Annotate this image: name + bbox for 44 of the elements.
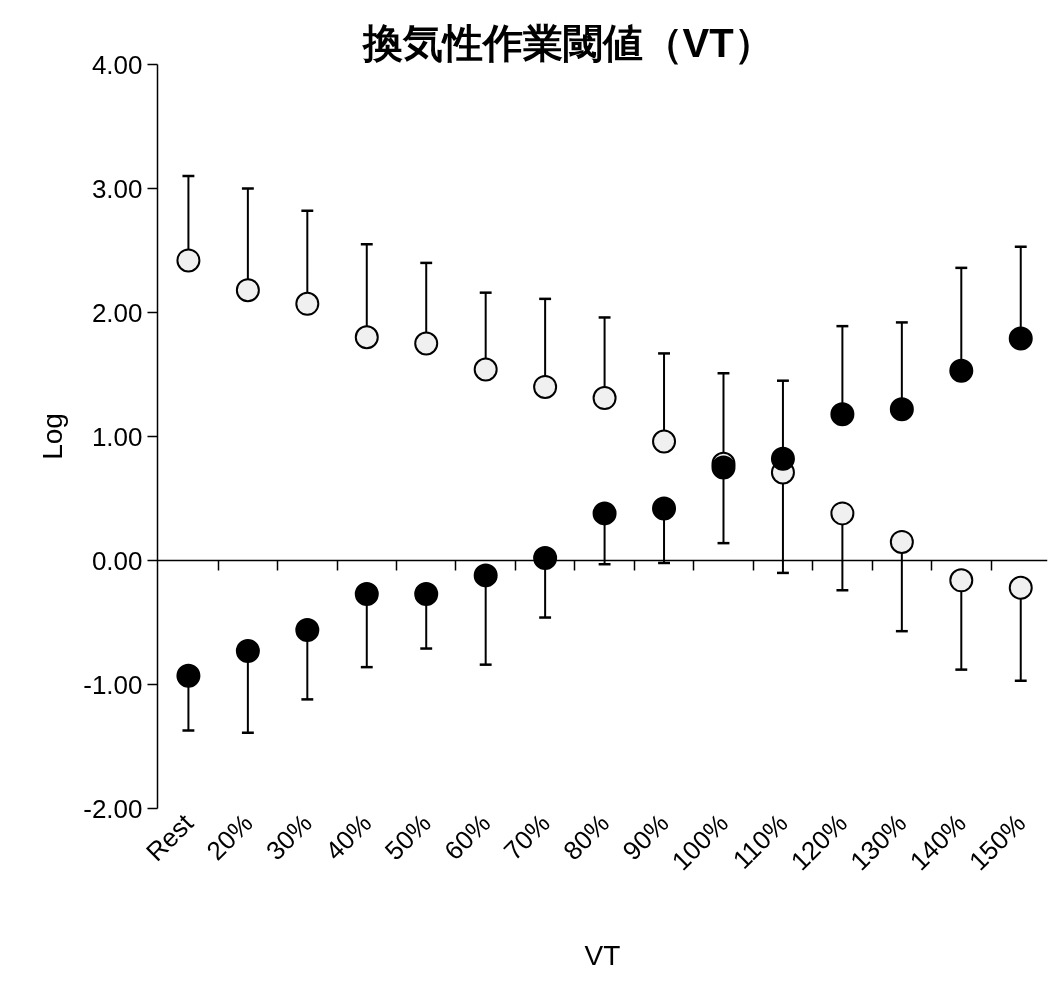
point (652, 429, 677, 454)
x-tick-label: 70% (497, 807, 556, 866)
y-tick-label: 1.00 (91, 421, 143, 452)
point (533, 546, 558, 570)
x-tick-label: 80% (557, 807, 616, 866)
x-tick-label: 60% (438, 807, 497, 866)
point (533, 374, 558, 399)
point (889, 529, 914, 554)
point (176, 663, 201, 688)
x-tick-label: 30% (259, 807, 318, 866)
y-tick-label: 3.00 (91, 173, 143, 204)
point (1008, 326, 1033, 351)
point (295, 617, 320, 642)
point (473, 563, 498, 588)
chart-title: 換気性作業閾値（VT） (361, 20, 774, 65)
point (1008, 575, 1033, 600)
point (354, 325, 379, 350)
point (592, 386, 617, 411)
point (889, 397, 914, 422)
point (592, 501, 617, 526)
y-tick-label: 2.00 (91, 297, 143, 328)
point (414, 582, 439, 606)
point (949, 568, 974, 593)
x-tick-label: 40% (319, 807, 378, 866)
y-tick-label: -2.00 (83, 793, 143, 824)
point (473, 357, 498, 382)
y-tick-label: 0.00 (91, 545, 143, 576)
y-tick-label: 4.00 (91, 49, 143, 80)
x-tick-label: 50% (378, 807, 437, 866)
point (235, 278, 260, 303)
y-axis-title: Log (37, 413, 69, 460)
point (949, 358, 974, 383)
point (830, 402, 855, 427)
x-axis-title: VT (584, 939, 621, 971)
point (652, 496, 677, 521)
point (830, 501, 855, 526)
point (354, 582, 379, 606)
point (295, 291, 320, 316)
y-tick-label: -1.00 (83, 669, 143, 700)
point (414, 331, 439, 356)
x-tick-label: 90% (616, 807, 675, 866)
point (176, 248, 201, 273)
point (770, 446, 795, 471)
point (235, 639, 260, 663)
